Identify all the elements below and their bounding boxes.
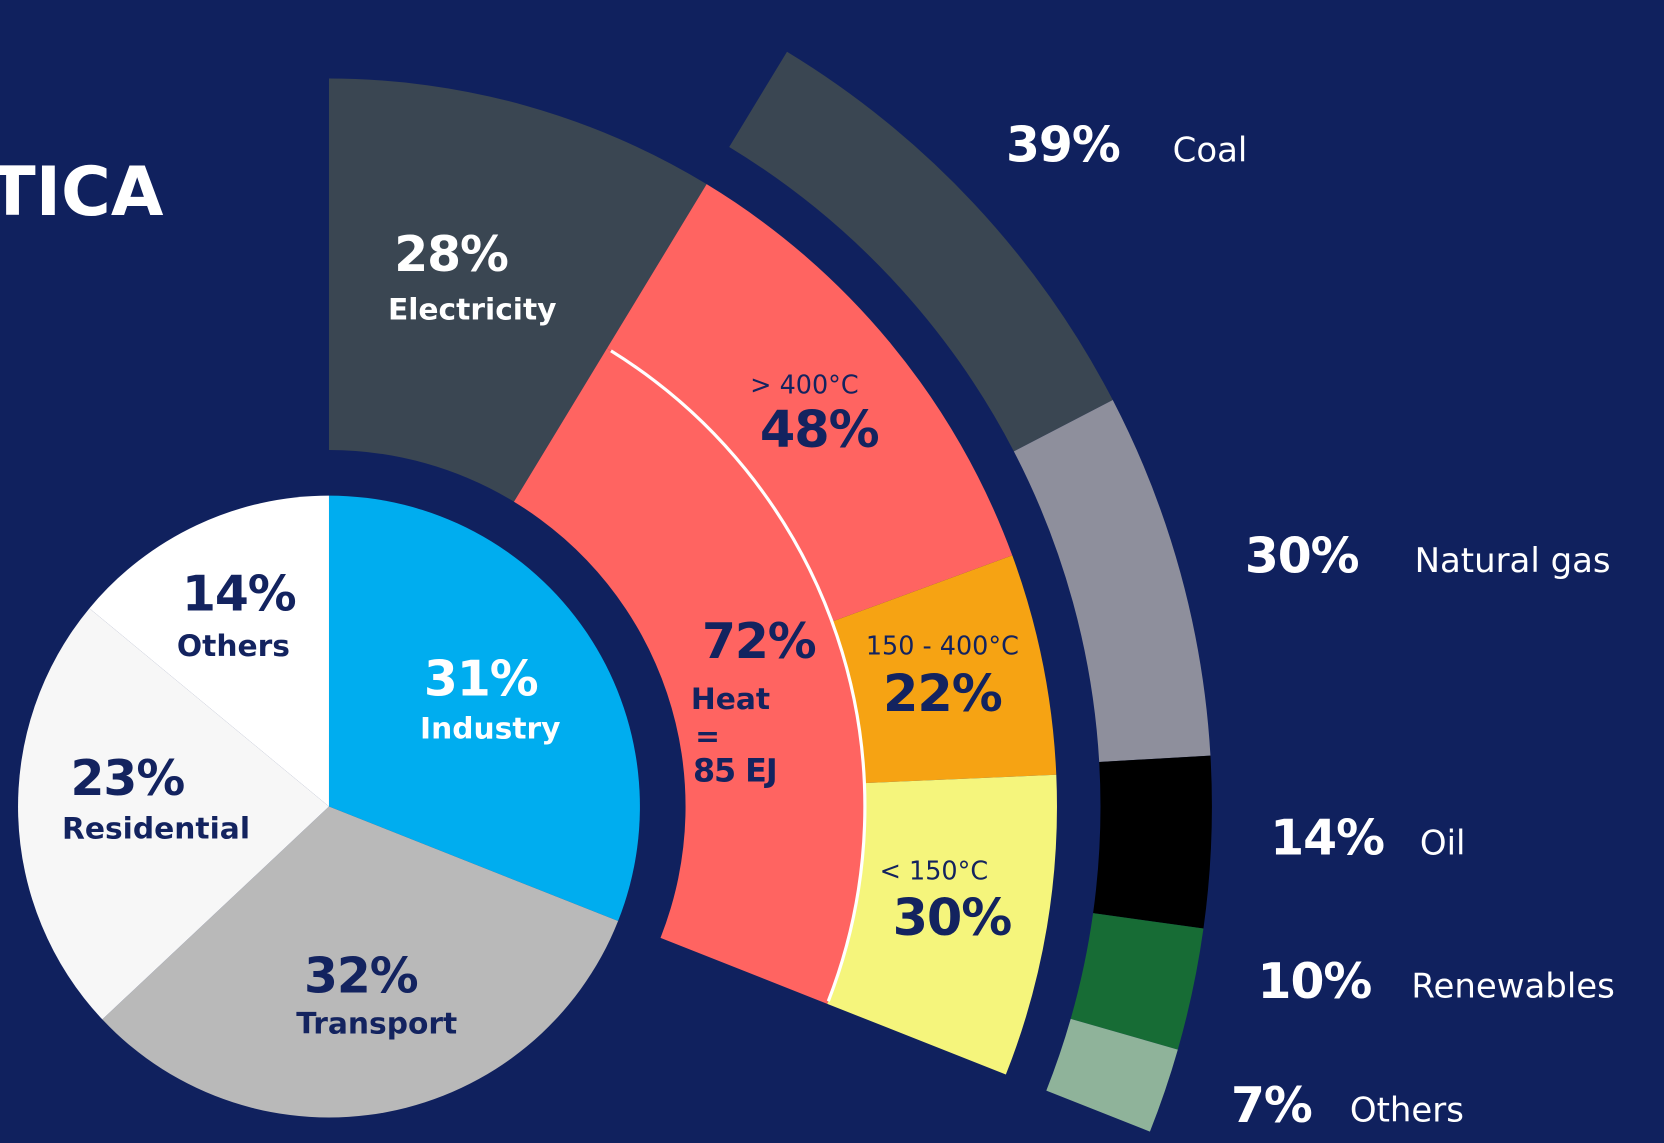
ring-segment	[1013, 400, 1211, 763]
chart-title: TICA	[0, 153, 164, 232]
percent-label: 10%	[1258, 953, 1372, 1010]
divider-arc	[610, 349, 867, 1002]
category-label: Oil	[1420, 823, 1466, 863]
pie-slice	[18, 608, 329, 1020]
category-label: Others	[177, 629, 290, 664]
percent-label: 28%	[394, 226, 508, 283]
ring-segment	[1046, 1018, 1178, 1132]
percent-label: 32%	[304, 948, 418, 1005]
pie-slice	[328, 495, 640, 922]
category-label: Transport	[296, 1007, 457, 1042]
category-label: Residential	[62, 811, 250, 846]
annotation: 85 EJ	[693, 752, 777, 790]
ring-segment	[729, 51, 1113, 452]
ring-segment	[606, 184, 1013, 622]
pie-slice	[89, 495, 329, 807]
category-label: Heat	[691, 682, 770, 717]
category-label: Natural gas	[1415, 541, 1611, 581]
category-label: 150 - 400°C	[866, 631, 1019, 661]
category-label: > 400°C	[750, 370, 859, 400]
percent-label: 30%	[1245, 527, 1359, 584]
percent-label: 14%	[182, 566, 296, 623]
ring-segment	[831, 555, 1057, 784]
percent-label: 22%	[883, 665, 1002, 724]
percent-label: 30%	[893, 889, 1012, 948]
percent-label: 48%	[760, 401, 879, 460]
percent-label: 23%	[71, 750, 185, 807]
category-label: < 150°C	[880, 856, 989, 886]
percent-label: 72%	[702, 613, 816, 670]
percent-label: 14%	[1270, 810, 1384, 867]
ring-segment	[328, 78, 707, 502]
ring-segment	[1093, 755, 1212, 929]
category-label: Renewables	[1411, 967, 1614, 1007]
category-label: Industry	[420, 712, 561, 747]
annotation: =	[695, 719, 720, 754]
percent-label: 39%	[1006, 117, 1120, 174]
category-label: Others	[1350, 1091, 1464, 1131]
ring-segment	[513, 348, 865, 1004]
pie-slice	[102, 806, 619, 1118]
ring-segment	[1070, 913, 1204, 1050]
ring-segment	[827, 774, 1057, 1075]
category-label: Electricity	[388, 292, 557, 327]
category-label: Coal	[1173, 130, 1248, 170]
percent-label: 31%	[424, 650, 538, 707]
percent-label: 7%	[1231, 1077, 1312, 1134]
